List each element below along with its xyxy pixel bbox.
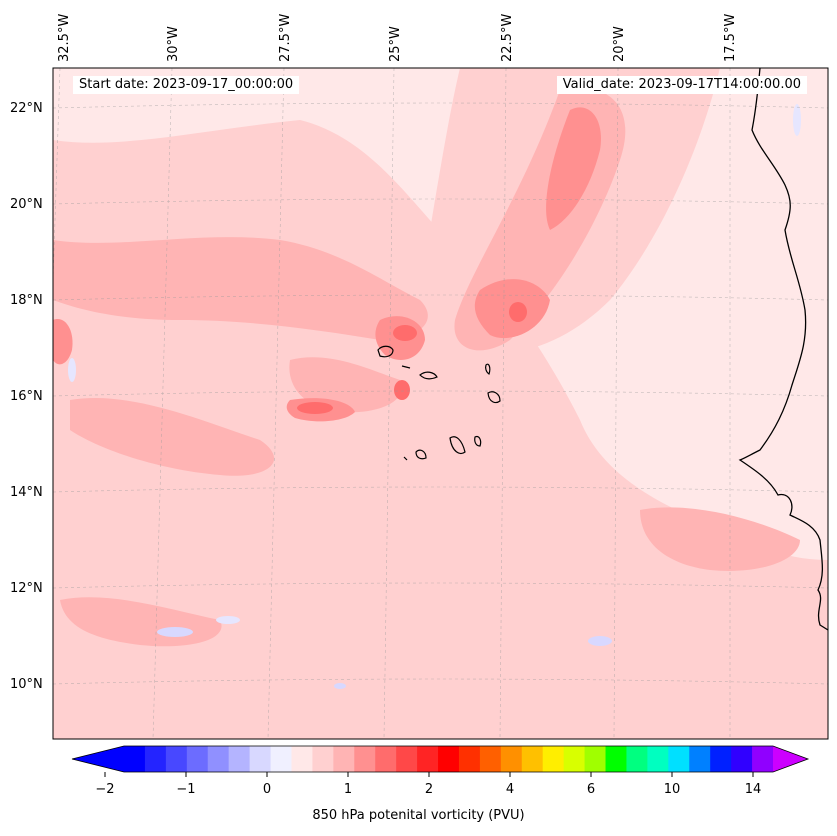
colorbar-segment [500, 746, 523, 772]
lat-label-12n: 12°N [10, 581, 43, 596]
lon-label-25w: 25°W [388, 26, 403, 62]
lon-label-30w: 30°W [166, 26, 181, 62]
cbar-tick-label: 4 [506, 782, 514, 797]
lat-label-18n: 18°N [10, 293, 43, 308]
lat-label-14n: 14°N [10, 485, 43, 500]
colorbar-segment [752, 746, 774, 772]
colorbar-segment [270, 746, 292, 772]
colorbar-segment [605, 746, 627, 772]
lon-label-17-5w: 17.5°W [723, 14, 738, 62]
colorbar-segment [333, 746, 355, 772]
lat-label-10n: 10°N [10, 677, 43, 692]
colorbar-segment [207, 746, 230, 772]
pv-negative-1 [157, 627, 193, 637]
colorbar-segment [563, 746, 586, 772]
colorbar-outline [71, 745, 810, 773]
colorbar-segment [584, 746, 607, 772]
lat-label-20n: 20°N [10, 197, 43, 212]
lon-label-32-5w: 32.5°W [57, 14, 72, 62]
colorbar-segment [396, 746, 418, 772]
colorbar-segment [458, 746, 481, 772]
colorbar-segment [312, 746, 334, 772]
africa-coastline [738, 68, 828, 631]
colorbar-extend-high [773, 746, 808, 772]
colorbar-segment [689, 746, 711, 772]
colorbar-segment [124, 746, 146, 772]
colorbar-segment [479, 746, 502, 772]
colorbar-ticks [104, 772, 754, 777]
pv-streak-medium-1 [53, 237, 428, 340]
pv-negative-2 [588, 636, 612, 646]
colorbar-segment [165, 746, 188, 772]
colorbar-segment [291, 746, 313, 772]
start-date-label: Start date: 2023-09-17_00:00:00 [73, 76, 300, 94]
colorbar-segment [731, 746, 753, 772]
cbar-tick-label: 2 [425, 782, 433, 797]
pv-core-strong-5 [53, 319, 73, 365]
map-frame [52, 67, 829, 740]
colorbar-tick-labels: −2 −1 0 1 2 4 6 10 14 [95, 782, 761, 797]
pv-negative-4 [216, 616, 240, 624]
pv-negative-6 [793, 104, 801, 136]
pv-streak-medium-3 [70, 398, 275, 476]
colorbar-segment [354, 746, 376, 772]
gridlines [53, 68, 828, 739]
pv-streak-medium-4 [640, 507, 800, 571]
cbar-tick-label: 14 [745, 782, 762, 797]
lon-label-20w: 20°W [612, 26, 627, 62]
cbar-tick-label: 6 [587, 782, 595, 797]
pv-max-4 [297, 402, 333, 414]
colorbar-segment [375, 746, 397, 772]
colorbar-segment [438, 746, 460, 772]
colorbar [71, 745, 810, 773]
colorbar-extend-low [72, 746, 124, 772]
colorbar-segment [542, 746, 565, 772]
cbar-tick-label: 0 [263, 782, 271, 797]
pv-max-1 [393, 325, 417, 341]
pv-max-3 [394, 380, 410, 400]
pv-negative-3 [68, 358, 76, 382]
colorbar-segment [417, 746, 439, 772]
valid-date-label: Valid_date: 2023-09-17T14:00:00.00 [556, 76, 807, 94]
colorbar-segment [521, 746, 544, 772]
colorbar-segment [144, 746, 167, 772]
colorbar-segment [668, 746, 690, 772]
lat-label-16n: 16°N [10, 389, 43, 404]
colorbar-title: 850 hPa potenital vorticity (PVU) [312, 808, 525, 823]
colorbar-segment [710, 746, 732, 772]
cape-verde-islands [377, 345, 501, 461]
colorbar-segment [186, 746, 209, 772]
colorbar-segment [647, 746, 669, 772]
colorbar-segment [626, 746, 648, 772]
lon-label-27-5w: 27.5°W [278, 14, 293, 62]
cbar-tick-label: −1 [176, 782, 195, 797]
cbar-tick-label: 1 [344, 782, 352, 797]
colorbar-segment [249, 746, 272, 772]
cbar-tick-label: 10 [664, 782, 681, 797]
lat-label-22n: 22°N [10, 101, 43, 116]
pv-negative-5 [334, 683, 346, 689]
cbar-tick-label: −2 [95, 782, 114, 797]
latitude-labels: 22°N 20°N 18°N 16°N 14°N 12°N 10°N [10, 101, 43, 692]
colorbar-segment [228, 746, 251, 772]
longitude-labels: 32.5°W 30°W 27.5°W 25°W 22.5°W 20°W 17.5… [57, 14, 738, 62]
pv-max-2 [509, 302, 527, 322]
map-panel [53, 68, 828, 739]
lon-label-22-5w: 22.5°W [500, 14, 515, 62]
